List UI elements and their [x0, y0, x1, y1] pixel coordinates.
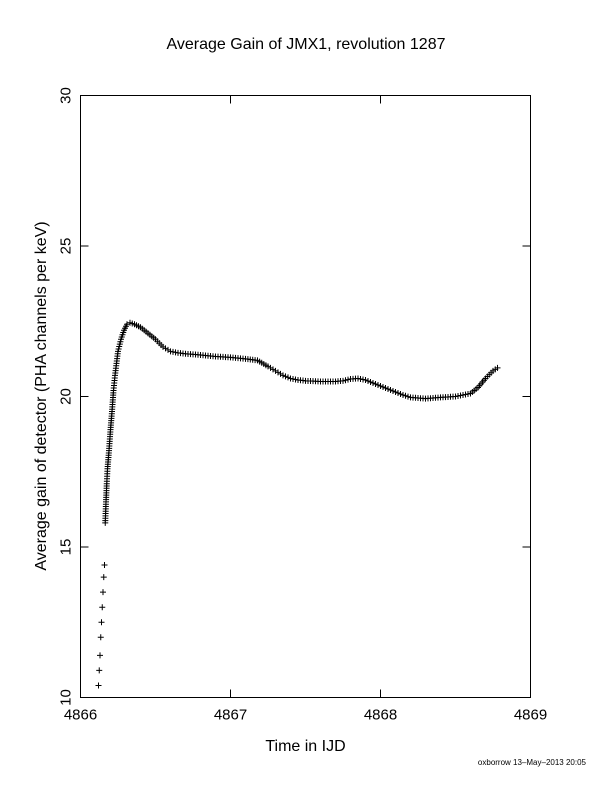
y-tick-label: 10 — [58, 689, 75, 706]
data-point — [97, 634, 104, 641]
data-point — [100, 589, 106, 596]
axis-ticks: 4866 4867 4868 4869 10 15 20 25 30 — [58, 87, 548, 723]
x-axis-label: Time in IJD — [265, 738, 346, 755]
x-tick-label: 4868 — [364, 707, 397, 724]
footer-credit: oxborrow 13–May–2013 20:05 — [477, 758, 586, 767]
y-tick-label: 15 — [58, 539, 75, 556]
data-point — [100, 574, 107, 581]
data-point — [99, 604, 106, 611]
chart-title: Average Gain of JMX1, revolution 1287 — [166, 36, 446, 53]
y-tick-label: 30 — [58, 87, 75, 104]
x-tick-label: 4869 — [514, 707, 547, 724]
data-point — [97, 652, 103, 659]
x-tick-label: 4867 — [214, 707, 247, 724]
y-tick-label: 25 — [58, 238, 75, 255]
data-point — [101, 562, 108, 569]
y-tick-label: 20 — [58, 388, 75, 405]
data-point — [494, 364, 501, 371]
data-point — [95, 682, 102, 689]
x-tick-label: 4866 — [64, 707, 97, 724]
data-point — [96, 667, 103, 674]
data-points — [95, 319, 501, 689]
data-point — [98, 619, 105, 626]
